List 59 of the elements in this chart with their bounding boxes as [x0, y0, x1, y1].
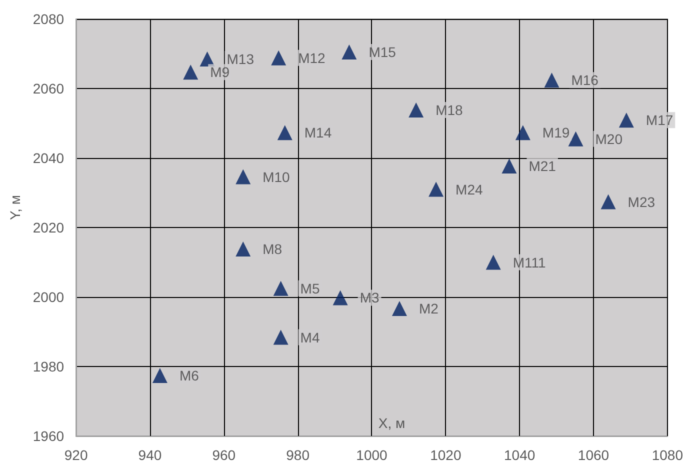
data-label: M23 — [628, 194, 656, 210]
data-label: M12 — [298, 50, 326, 66]
data-label: M111 — [512, 254, 546, 270]
point — [408, 102, 424, 118]
x-tick-label: 980 — [286, 447, 310, 463]
data-label: M15 — [368, 44, 396, 60]
data-label: M18 — [436, 102, 464, 118]
x-axis-title: X, м — [378, 415, 406, 431]
point — [273, 280, 288, 296]
data-label: M6 — [179, 368, 200, 384]
data-label: M4 — [300, 329, 320, 346]
point — [600, 194, 616, 210]
point — [544, 72, 560, 88]
x-tick-label: 1060 — [578, 447, 610, 463]
point — [183, 64, 198, 80]
data-label: M21 — [528, 158, 556, 174]
data-label: M14 — [304, 124, 332, 141]
x-tick-label: 1000 — [356, 447, 388, 463]
data-label: M20 — [595, 130, 623, 147]
y-axis-title: Y, м — [7, 195, 23, 220]
point — [392, 300, 407, 316]
x-tick-label: 960 — [212, 447, 236, 463]
data-label: M3 — [360, 290, 380, 306]
point — [277, 125, 292, 140]
data-label: M17 — [646, 112, 674, 128]
point — [236, 242, 251, 257]
x-tick-label: 1040 — [504, 447, 536, 463]
point — [236, 169, 251, 184]
x-tick-label: 1080 — [652, 447, 684, 463]
point — [271, 50, 286, 66]
y-tick-label: 2080 — [32, 11, 64, 27]
x-tick-label: 920 — [64, 447, 88, 463]
point — [486, 254, 501, 270]
y-tick-label: 2060 — [32, 80, 64, 96]
y-tick-label: 2020 — [32, 220, 64, 236]
point — [342, 44, 357, 60]
y-tick-label: 2000 — [32, 289, 64, 305]
y-tick-label: 1980 — [32, 358, 64, 374]
point — [332, 290, 348, 306]
point — [515, 125, 530, 140]
data-label: M5 — [300, 280, 320, 296]
data-label: M13 — [226, 50, 254, 67]
data-label: M19 — [542, 124, 570, 141]
point — [152, 368, 168, 384]
point — [502, 158, 517, 174]
point — [273, 330, 288, 345]
data-label: M16 — [571, 72, 599, 88]
data-label: M10 — [262, 168, 290, 185]
point — [618, 112, 634, 128]
data-label: M2 — [418, 300, 439, 316]
data-label: M8 — [262, 241, 282, 258]
y-tick-label: 1960 — [32, 428, 64, 444]
y-tick-label: 2040 — [32, 150, 64, 166]
point — [568, 131, 584, 146]
x-tick-label: 1020 — [430, 447, 462, 463]
data-label: M24 — [456, 181, 483, 198]
data-label: M9 — [210, 64, 230, 80]
x-tick-label: 940 — [138, 447, 162, 463]
point — [428, 182, 444, 197]
